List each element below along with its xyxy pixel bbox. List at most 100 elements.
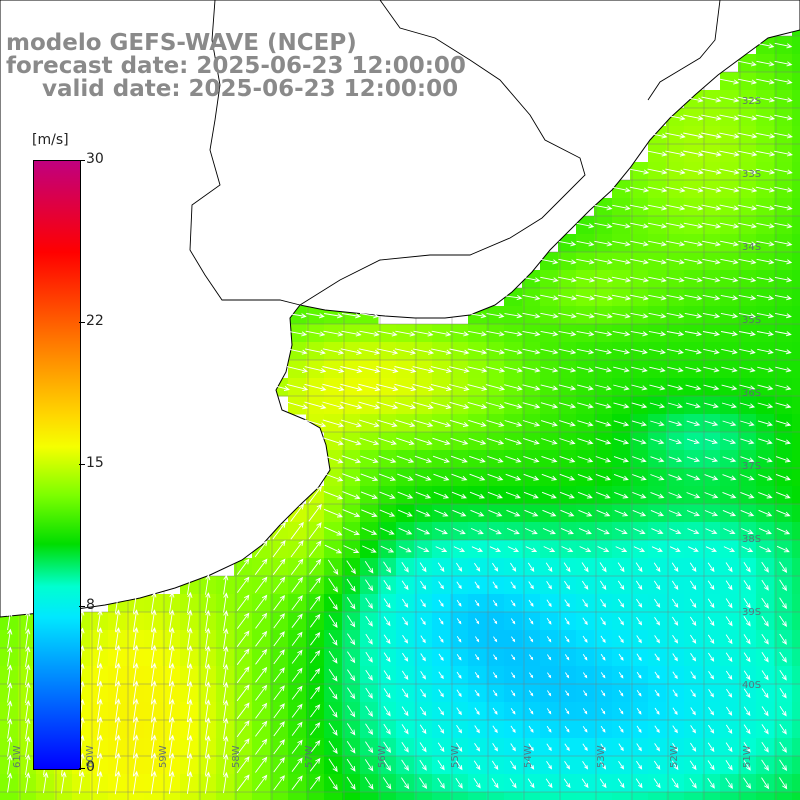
wind-speed-cell <box>432 792 451 800</box>
wind-arrow <box>328 632 338 646</box>
wind-arrow <box>309 595 321 610</box>
wind-speed-cell <box>414 792 433 800</box>
colorbar-tick <box>79 464 85 465</box>
colorbar-tick <box>79 605 85 607</box>
wind-arrow <box>342 473 361 482</box>
wind-arrow <box>600 617 606 626</box>
wind-arrow <box>721 366 738 373</box>
wind-arrow <box>558 366 577 373</box>
wind-arrow <box>419 777 428 790</box>
wind-arrow <box>740 456 755 463</box>
wind-arrow <box>380 545 395 553</box>
wind-arrow <box>401 580 409 591</box>
wind-arrow <box>743 688 751 699</box>
wind-arrow <box>376 366 399 374</box>
wind-arrow <box>705 528 718 535</box>
wind-arrow <box>236 612 250 629</box>
wind-arrow <box>612 204 631 211</box>
wind-arrow <box>739 348 756 355</box>
wind-arrow <box>654 671 660 679</box>
wind-arrow <box>757 348 774 355</box>
wind-arrow <box>529 672 534 679</box>
wind-arrow <box>359 330 380 337</box>
wind-arrow <box>774 240 793 247</box>
wind-arrow <box>719 222 740 229</box>
wind-arrow <box>582 760 589 770</box>
wind-arrow <box>291 576 304 593</box>
wind-arrow <box>342 527 360 536</box>
wind-arrow <box>438 689 444 698</box>
wind-arrow <box>576 222 595 229</box>
wind-arrow <box>470 527 484 535</box>
wind-arrow <box>25 682 31 703</box>
wind-arrow <box>328 614 338 628</box>
wind-speed-cell <box>342 792 361 800</box>
wind-arrow <box>394 401 417 410</box>
wind-arrow <box>255 738 268 755</box>
wind-arrow <box>187 574 193 595</box>
wind-arrow <box>636 707 642 715</box>
wind-arrow <box>612 330 631 337</box>
wind-arrow <box>236 576 250 593</box>
wind-arrow <box>690 689 696 698</box>
wind-arrow <box>779 579 787 592</box>
wind-arrow <box>665 204 686 211</box>
wind-arrow <box>722 474 737 481</box>
wind-arrow <box>419 706 427 716</box>
wind-arrow <box>467 401 488 409</box>
colorbar-tick <box>79 160 85 161</box>
wind-arrow <box>653 778 661 789</box>
wind-arrow <box>205 592 211 613</box>
wind-vectors <box>7 42 793 795</box>
wind-arrow <box>486 419 505 427</box>
wind-arrow <box>309 775 321 790</box>
wind-arrow <box>779 615 787 627</box>
wind-speed-cell <box>792 666 800 685</box>
wind-arrow <box>309 558 322 575</box>
wind-arrow <box>132 734 139 759</box>
wind-arrow <box>671 562 679 573</box>
wind-arrow <box>707 760 715 771</box>
wind-arrow <box>43 771 49 794</box>
wind-arrow <box>487 473 504 481</box>
wind-arrow <box>402 634 409 644</box>
wind-arrow <box>743 652 751 663</box>
wind-arrow <box>702 331 721 337</box>
wind-arrow <box>672 742 679 752</box>
wind-arrow <box>291 685 303 700</box>
wind-arrow <box>273 685 285 701</box>
wind-arrow <box>540 312 559 319</box>
wind-arrow <box>672 671 678 680</box>
wind-arrow <box>558 240 577 247</box>
wind-arrow <box>683 204 704 211</box>
wind-speed-cell <box>792 504 800 523</box>
wind-arrow <box>132 770 139 795</box>
wind-arrow <box>304 419 327 428</box>
wind-arrow <box>523 455 540 463</box>
wind-arrow <box>649 366 666 373</box>
wind-speed-cell <box>594 792 613 800</box>
wind-arrow <box>328 668 338 682</box>
wind-arrow <box>96 680 103 705</box>
wind-arrow <box>474 581 480 590</box>
wind-arrow <box>365 669 373 681</box>
wind-arrow <box>376 348 399 355</box>
wind-arrow <box>347 669 356 682</box>
wind-arrow <box>96 698 103 723</box>
wind-arrow <box>438 671 444 680</box>
wind-arrow <box>511 636 516 643</box>
wind-arrow <box>402 598 409 608</box>
wind-arrow <box>701 222 722 229</box>
wind-arrow <box>340 419 362 428</box>
wind-arrow <box>654 743 660 752</box>
wind-arrow <box>433 491 450 499</box>
wind-arrow <box>309 757 321 772</box>
wind-arrow <box>456 599 462 607</box>
wind-arrow <box>505 473 522 481</box>
wind-arrow <box>114 662 121 687</box>
wind-arrow <box>365 633 373 645</box>
wind-arrow <box>743 616 751 627</box>
wind-arrow <box>636 671 642 679</box>
wind-speed-cell <box>792 792 800 800</box>
wind-speed-cell <box>252 792 271 800</box>
